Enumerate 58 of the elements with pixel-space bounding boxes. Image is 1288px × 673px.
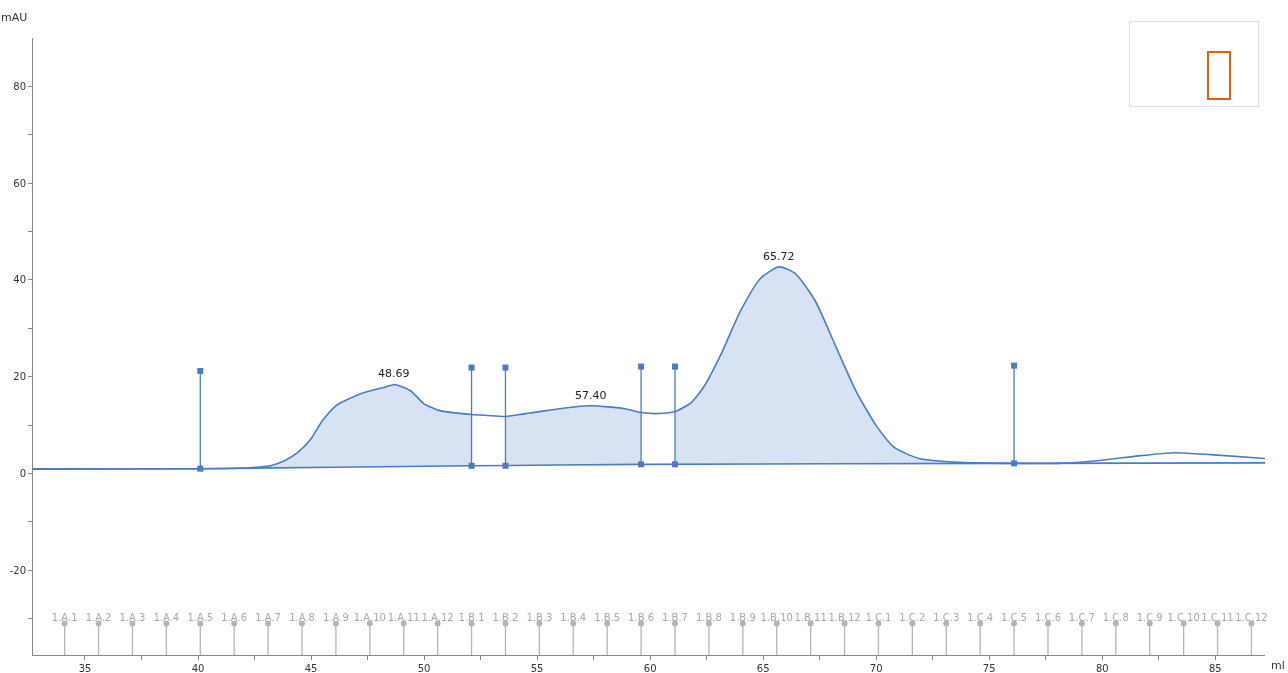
data-label: 1.B.11 [794, 612, 827, 624]
data-label: 1.A.5 [187, 612, 214, 624]
annotation: 48.69 [378, 367, 410, 380]
data-label: 1.A.7 [255, 612, 281, 624]
data-label: 1.A.12 [421, 612, 454, 624]
y-tick-label: 80 [13, 80, 26, 92]
data-label: 1.C.4 [967, 612, 994, 624]
data-label: 1.A.11 [387, 612, 420, 624]
x-tick-label: 55 [530, 663, 544, 673]
x-tick-label: 35 [78, 663, 92, 673]
x-tick-label: 65 [756, 663, 770, 673]
data-label: 1.C.8 [1102, 612, 1129, 624]
data-label: 1.A.8 [289, 612, 315, 624]
y-tick-label: 0 [19, 468, 26, 480]
x-tick-label: 40 [191, 663, 205, 673]
x-tick-label: 80 [1095, 663, 1109, 673]
data-label: 1.A.4 [153, 612, 180, 624]
data-label: 1.C.6 [1034, 612, 1062, 624]
y-axis-title: mAU [1, 11, 28, 24]
data-label: 1.A.1 [51, 612, 78, 624]
data-label: 1.B.6 [628, 612, 655, 624]
data-label: 1.A.10 [353, 612, 386, 624]
data-label: 1.B.9 [729, 612, 756, 624]
data-label: 1.A.2 [85, 612, 112, 624]
data-label: 1.B.5 [594, 612, 621, 624]
x-tick-label: 85 [1208, 663, 1222, 673]
x-tick-label: 70 [869, 663, 883, 673]
annotation: 65.72 [763, 250, 795, 263]
data-label: 1.A.3 [119, 612, 146, 624]
data-label: 1.B.7 [662, 612, 688, 624]
data-label: 1.B.8 [695, 612, 722, 624]
data-label: 1.C.3 [933, 612, 960, 624]
data-label: 1.A.6 [221, 612, 248, 624]
data-label: 1.B.3 [526, 612, 553, 624]
x-tick-label: 75 [982, 663, 996, 673]
data-label: 1.C.5 [1001, 612, 1028, 624]
data-label: 1.B.10 [760, 612, 793, 624]
data-label: 1.C.1 [865, 612, 892, 624]
y-tick-label: 40 [13, 274, 26, 286]
data-label: 1.B.12 [828, 612, 861, 624]
data-label: 1.C.11 [1201, 612, 1234, 624]
data-label: 1.C.12 [1235, 612, 1268, 624]
data-label: 1.B.2 [492, 612, 519, 624]
data-label: 1.C.9 [1136, 612, 1163, 624]
data-label: 1.B.1 [458, 612, 485, 624]
y-tick-label: 60 [13, 177, 26, 189]
annotation: 57.40 [575, 389, 607, 402]
x-axis-title: ml [1271, 659, 1285, 672]
data-label: 1.C.2 [899, 612, 926, 624]
data-label: 1.C.7 [1068, 612, 1095, 624]
data-label: 1.B.4 [560, 612, 587, 624]
y-tick-label: 20 [13, 371, 26, 383]
x-tick-label: 50 [417, 663, 431, 673]
data-label: 1.A.9 [323, 612, 349, 624]
y-tick-label: -20 [9, 564, 26, 576]
x-tick-label: 45 [304, 663, 318, 673]
x-tick-label: 60 [643, 663, 657, 673]
data-label: 1.C.10 [1167, 612, 1200, 624]
